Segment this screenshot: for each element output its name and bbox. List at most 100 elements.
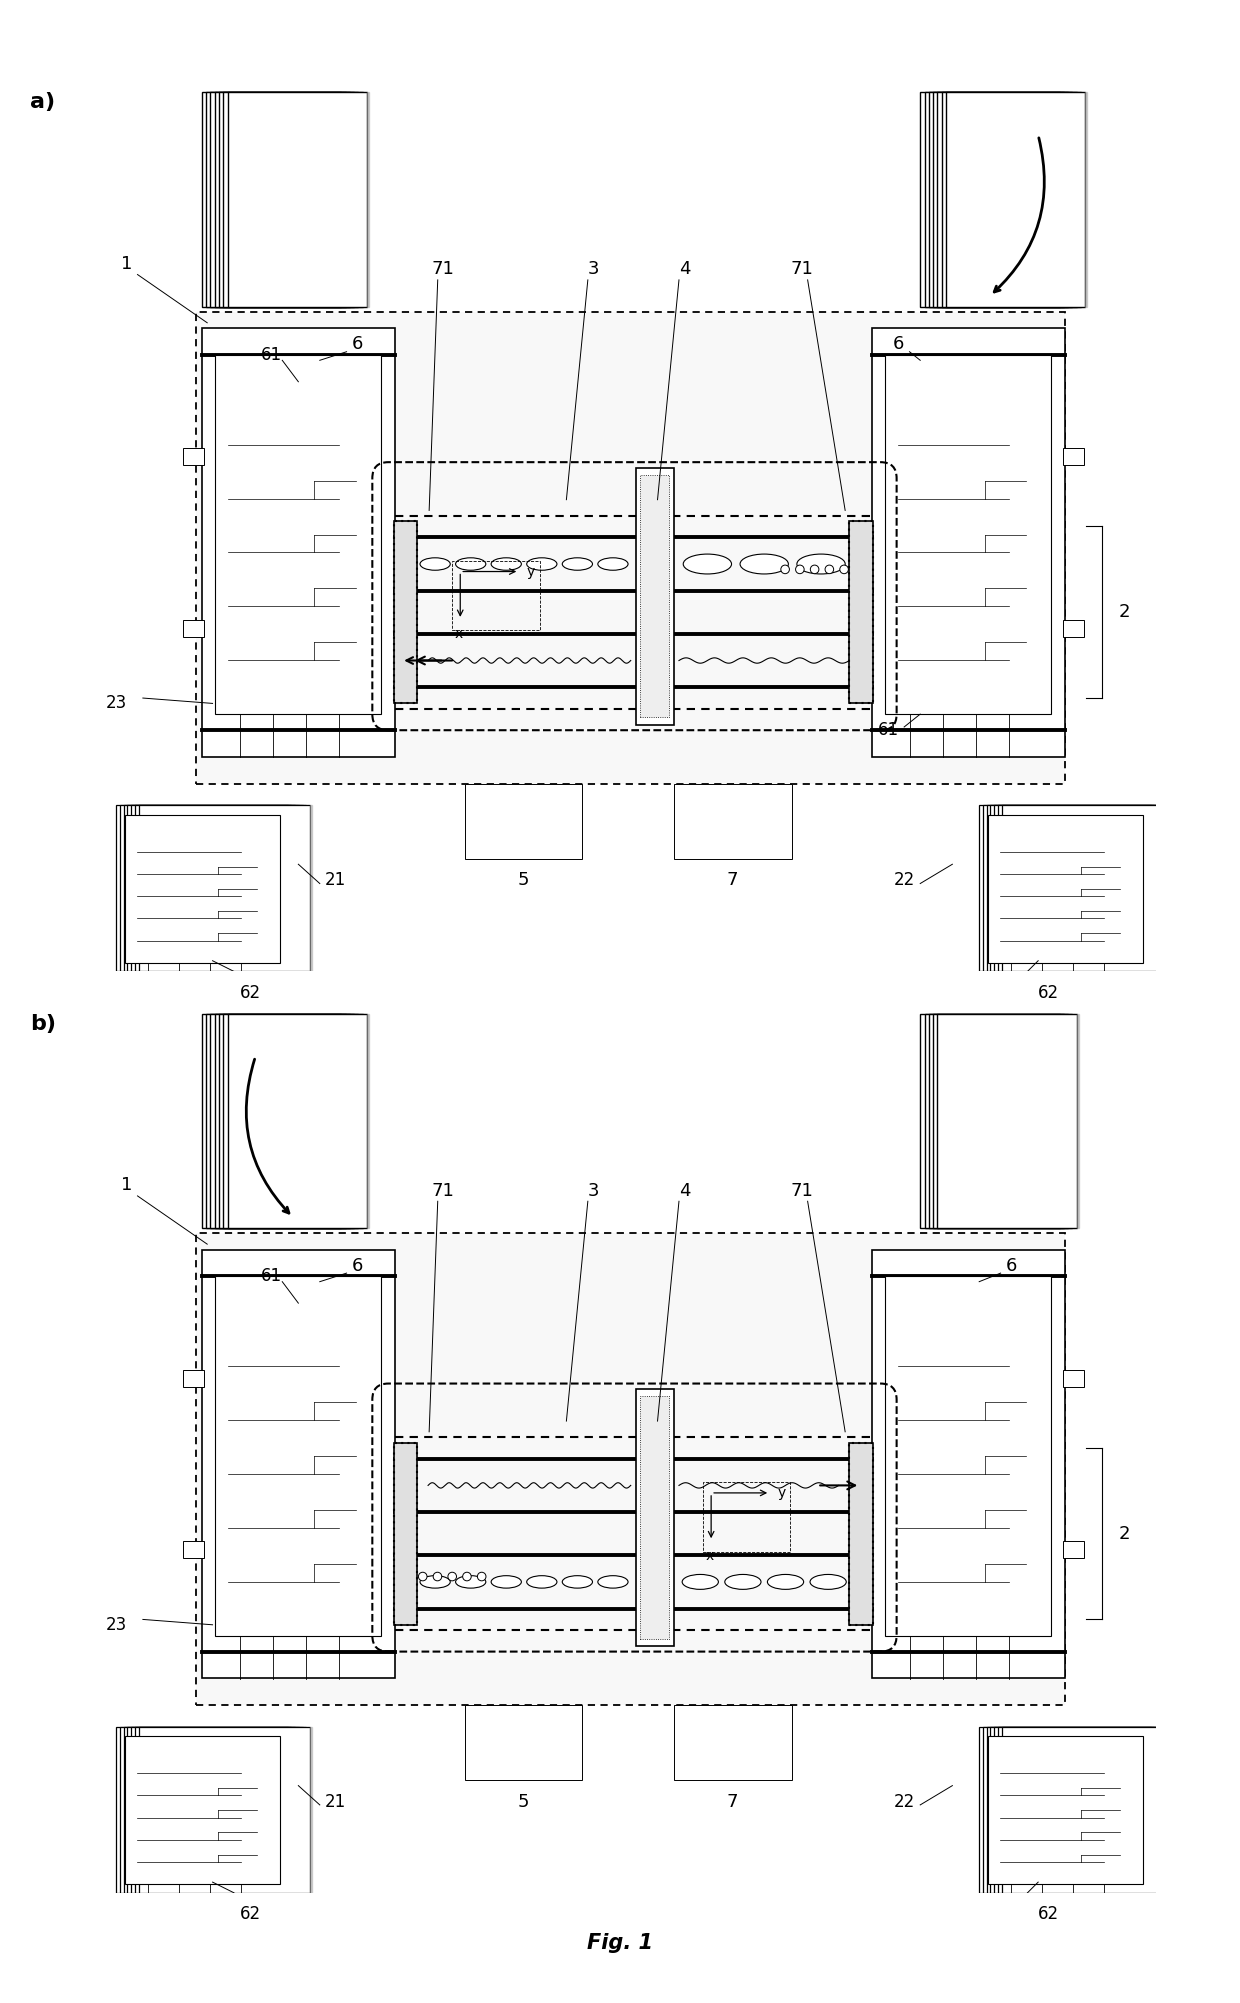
Bar — [215, 1014, 355, 1228]
Bar — [394, 1442, 418, 1624]
Polygon shape — [299, 1727, 301, 1893]
Ellipse shape — [491, 557, 521, 571]
Text: 4: 4 — [678, 260, 691, 278]
Bar — [394, 521, 418, 703]
Polygon shape — [358, 92, 361, 306]
Bar — [196, 312, 1065, 783]
Text: 5: 5 — [518, 1793, 529, 1811]
Bar — [988, 1737, 1143, 1885]
Bar — [131, 1727, 303, 1893]
Bar — [872, 328, 1065, 757]
Text: 23: 23 — [105, 695, 126, 713]
Bar — [211, 92, 350, 306]
Bar — [465, 783, 583, 859]
Text: 21: 21 — [325, 1793, 346, 1811]
Bar — [219, 92, 358, 306]
Bar — [117, 1727, 288, 1893]
Text: 23: 23 — [105, 1616, 126, 1634]
Text: 22: 22 — [894, 1793, 915, 1811]
Bar — [885, 355, 1052, 715]
Text: x: x — [455, 627, 463, 641]
Circle shape — [463, 1572, 471, 1580]
Bar — [211, 1014, 350, 1228]
Circle shape — [810, 565, 818, 573]
Polygon shape — [341, 92, 343, 306]
Polygon shape — [299, 805, 301, 971]
Ellipse shape — [810, 1574, 846, 1588]
Bar — [182, 1370, 205, 1386]
Bar — [202, 1014, 341, 1228]
Bar — [932, 92, 1073, 306]
Circle shape — [796, 565, 805, 573]
Bar — [994, 1727, 1166, 1893]
Text: 62: 62 — [1038, 1905, 1059, 1923]
Polygon shape — [1068, 92, 1070, 306]
Polygon shape — [1064, 1014, 1066, 1228]
Bar — [223, 1014, 362, 1228]
Polygon shape — [295, 1727, 298, 1893]
Polygon shape — [1081, 92, 1084, 306]
Ellipse shape — [491, 1576, 521, 1588]
Text: 1: 1 — [122, 254, 133, 272]
Ellipse shape — [598, 557, 627, 571]
Polygon shape — [355, 92, 356, 306]
Bar — [849, 521, 873, 703]
Bar — [139, 805, 310, 971]
Text: 6: 6 — [1006, 1256, 1017, 1274]
Polygon shape — [1151, 805, 1153, 971]
Text: 21: 21 — [325, 871, 346, 889]
Bar — [983, 805, 1154, 971]
Bar — [998, 805, 1169, 971]
Bar — [1063, 449, 1084, 465]
Bar — [980, 1727, 1151, 1893]
Polygon shape — [288, 1727, 290, 1893]
Bar — [228, 1014, 367, 1228]
Polygon shape — [341, 1014, 343, 1228]
Bar — [988, 815, 1143, 963]
Bar — [219, 1014, 358, 1228]
Bar — [640, 1396, 670, 1638]
Bar — [228, 92, 367, 306]
Polygon shape — [1154, 1727, 1157, 1893]
Circle shape — [418, 1572, 427, 1580]
Circle shape — [839, 565, 848, 573]
Text: 62: 62 — [239, 1905, 260, 1923]
Polygon shape — [355, 1014, 356, 1228]
Bar — [636, 1388, 673, 1646]
Bar — [987, 1727, 1158, 1893]
Ellipse shape — [725, 1574, 761, 1588]
Bar — [215, 355, 381, 715]
Bar — [202, 328, 394, 757]
Polygon shape — [1166, 805, 1168, 971]
Text: 3: 3 — [588, 260, 599, 278]
Polygon shape — [362, 92, 365, 306]
Bar — [124, 1727, 295, 1893]
Polygon shape — [1158, 1727, 1161, 1893]
Bar — [946, 92, 1085, 306]
Text: 61: 61 — [260, 1268, 281, 1286]
Bar — [131, 805, 303, 971]
Bar — [206, 92, 346, 306]
Polygon shape — [367, 1014, 370, 1228]
Bar — [465, 1705, 583, 1781]
Polygon shape — [1076, 1014, 1079, 1228]
Polygon shape — [310, 1727, 312, 1893]
Ellipse shape — [455, 557, 486, 571]
Text: 61: 61 — [878, 721, 899, 739]
Polygon shape — [362, 1014, 365, 1228]
Bar — [673, 783, 791, 859]
Polygon shape — [303, 805, 305, 971]
Ellipse shape — [683, 555, 732, 575]
Bar — [849, 521, 873, 703]
Polygon shape — [1158, 805, 1161, 971]
Circle shape — [433, 1572, 441, 1580]
Polygon shape — [1060, 92, 1061, 306]
Bar — [929, 92, 1068, 306]
Polygon shape — [350, 92, 352, 306]
Bar — [223, 92, 362, 306]
Polygon shape — [1085, 92, 1087, 306]
Ellipse shape — [598, 1576, 627, 1588]
Ellipse shape — [682, 1574, 718, 1588]
Text: x: x — [706, 1548, 714, 1562]
Bar — [125, 1737, 280, 1885]
